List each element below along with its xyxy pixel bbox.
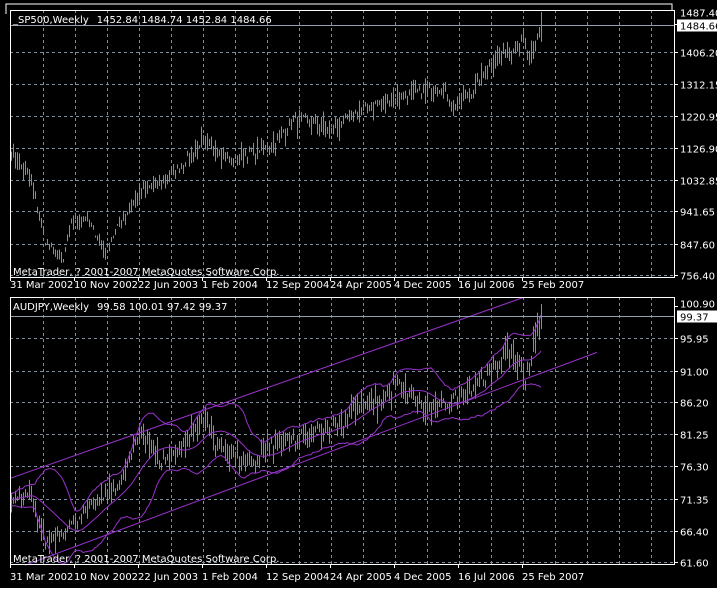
- x-tick-label: 10 Nov 2002: [74, 572, 138, 583]
- y-tick-label: 1032.85: [680, 177, 717, 188]
- panel-frame: [10, 297, 675, 565]
- x-tick-label: 1 Feb 2004: [202, 572, 258, 583]
- y-tick-label: 66.40: [680, 528, 709, 539]
- y-tick-label: 756.40: [680, 272, 715, 283]
- x-tick-label: 4 Dec 2005: [394, 280, 452, 291]
- x-tick-label: 10 Nov 2002: [74, 280, 138, 291]
- panel-frame: [10, 10, 675, 278]
- x-tick-label: 22 Jun 2003: [138, 572, 198, 583]
- y-tick-label: 86.20: [680, 399, 709, 410]
- bollinger-lower: [10, 383, 542, 565]
- x-tick-label: 24 Apr 2005: [330, 280, 392, 291]
- x-tick-label: 16 Jul 2006: [458, 280, 515, 291]
- chart-window: 1487.40 1406.20 1312.15 1220.95 1126.90 1032.…: [0, 0, 717, 588]
- x-tick-label: 22 Jun 2003: [138, 280, 198, 291]
- bollinger-middle: [10, 350, 542, 532]
- x-tick-label: 12 Sep 2004: [266, 280, 329, 291]
- chart-canvas[interactable]: 1487.40 1406.20 1312.15 1220.95 1126.90 1032.…: [0, 0, 717, 588]
- y-tick-label: 1487.40: [680, 9, 717, 20]
- x-tick-label: 31 Mar 2002: [10, 280, 73, 291]
- bollinger-upper: [10, 314, 542, 512]
- y-tick-label: 71.35: [680, 496, 709, 507]
- x-tick-label: 25 Feb 2007: [522, 572, 584, 583]
- last-price-label: 99.37: [680, 313, 709, 324]
- back-window-frame: [5, 3, 673, 14]
- y-tick-label: 100.90: [680, 300, 715, 311]
- x-tick-label: 4 Dec 2005: [394, 572, 452, 583]
- x-tick-label: 25 Feb 2007: [522, 280, 584, 291]
- y-tick-label: 847.60: [680, 241, 715, 252]
- y-tick-label: 95.95: [680, 335, 709, 346]
- x-tick-label: 31 Mar 2002: [10, 572, 73, 583]
- last-price-box: [677, 19, 717, 32]
- x-tick-label: 12 Sep 2004: [266, 572, 329, 583]
- last-price-label: 1484.66: [680, 22, 717, 33]
- ohlc-values: 1452.84 1484.74 1452.84 1484.66: [97, 15, 272, 26]
- x-tick-label: 16 Jul 2006: [458, 572, 515, 583]
- y-tick-label: 1126.90: [680, 145, 717, 156]
- ohlc-values: 99.58 100.01 97.42 99.37: [97, 302, 227, 313]
- y-tick-label: 91.00: [680, 368, 709, 379]
- symbol-title: AUDJPY,Weekly: [13, 302, 89, 313]
- symbol-title: _SP500,Weekly: [12, 15, 89, 26]
- x-tick-label: 1 Feb 2004: [202, 280, 258, 291]
- watermark: MetaTrader, ? 2001-2007 MetaQuotes Softw…: [13, 267, 279, 278]
- y-tick-label: 1220.95: [680, 113, 717, 124]
- x-tick-label: 24 Apr 2005: [330, 572, 392, 583]
- last-price-box: [677, 310, 717, 323]
- y-tick-label: 61.60: [680, 559, 709, 570]
- watermark: MetaTrader, ? 2001-2007 MetaQuotes Softw…: [13, 554, 279, 565]
- channel-upper-line: [10, 297, 524, 479]
- y-tick-label: 1312.15: [680, 81, 717, 92]
- y-tick-label: 81.25: [680, 431, 709, 442]
- y-tick-label: 941.65: [680, 208, 715, 219]
- y-tick-label: 1406.20: [680, 49, 717, 60]
- channel-lower-line: [24, 351, 598, 566]
- y-tick-label: 76.30: [680, 463, 709, 474]
